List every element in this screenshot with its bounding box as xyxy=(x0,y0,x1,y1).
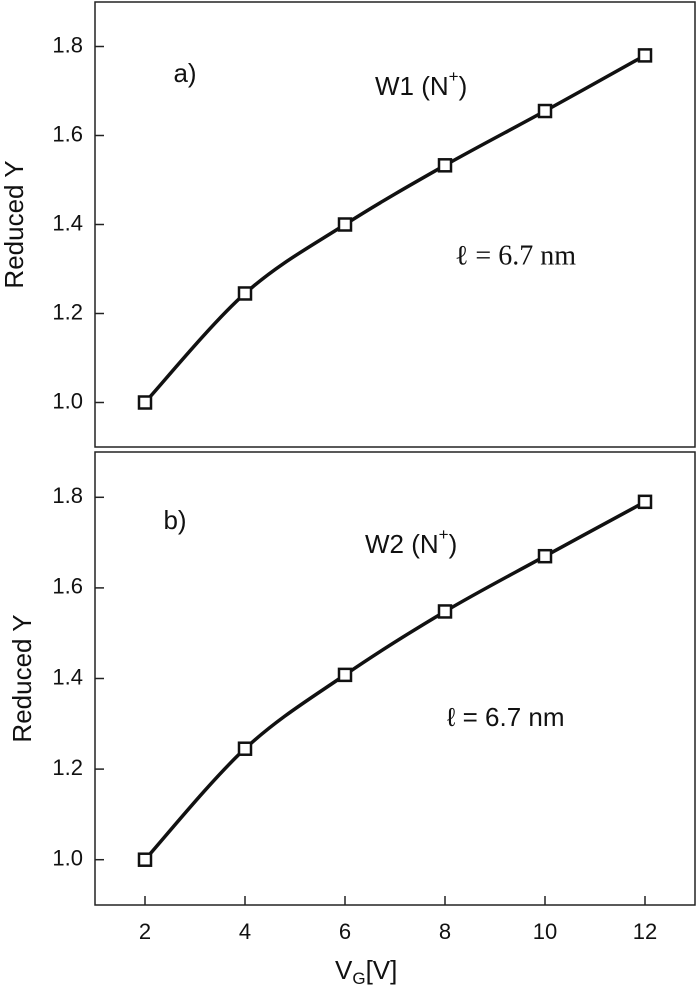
marker xyxy=(237,741,253,756)
y-tick-label: 1.0 xyxy=(52,388,83,413)
x-label-end: [V] xyxy=(366,955,398,985)
y-tick-label: 1.6 xyxy=(52,574,83,599)
y-axis-label: Reduced Y xyxy=(0,160,29,288)
y-tick-label: 1.4 xyxy=(52,210,83,235)
panel-label: b) xyxy=(163,505,186,535)
y-tick-label: 1.8 xyxy=(52,483,83,508)
marker xyxy=(137,395,153,410)
annotation: ℓ = 6.7 nm xyxy=(455,240,576,271)
x-label-main: V xyxy=(335,955,353,985)
label-end: ) xyxy=(449,529,458,559)
x-tick-label: 2 xyxy=(139,919,151,944)
series-line xyxy=(143,53,646,404)
marker xyxy=(537,548,553,564)
panel-label: a) xyxy=(173,58,196,88)
y-axis-label: Reduced Y xyxy=(7,614,37,742)
label-main: W2 (N xyxy=(365,529,439,559)
x-tick-label: 4 xyxy=(239,919,251,944)
y-tick-label: 1.4 xyxy=(52,664,83,689)
series-label: W1 (N+) xyxy=(375,67,467,100)
y-tick-label: 1.2 xyxy=(52,299,83,324)
x-tick-label: 10 xyxy=(533,919,557,944)
label-sup: + xyxy=(449,67,459,86)
marker xyxy=(437,604,453,619)
marker xyxy=(637,494,653,510)
x-tick-label: 8 xyxy=(439,919,451,944)
y-tick-label: 1.2 xyxy=(52,755,83,780)
y-tick-label: 1.8 xyxy=(52,32,83,57)
marker xyxy=(537,103,553,119)
marker xyxy=(337,217,353,232)
y-tick-label: 1.0 xyxy=(52,846,83,871)
series-label: W2 (N+) xyxy=(365,525,457,558)
label-sup: + xyxy=(439,525,449,544)
label-end: ) xyxy=(459,71,468,101)
x-label-sub: G xyxy=(352,969,365,988)
x-axis-label: VG[V] xyxy=(335,955,397,989)
marker xyxy=(637,48,653,63)
y-tick-label: 1.6 xyxy=(52,121,83,146)
marker xyxy=(437,158,453,173)
marker xyxy=(337,667,353,683)
marker xyxy=(137,852,153,867)
marker xyxy=(237,286,253,301)
x-tick-label: 6 xyxy=(339,919,351,944)
label-main: W1 (N xyxy=(375,71,449,101)
x-tick-label: 12 xyxy=(633,919,657,944)
annotation: ℓ = 6.7 nm xyxy=(447,702,565,732)
